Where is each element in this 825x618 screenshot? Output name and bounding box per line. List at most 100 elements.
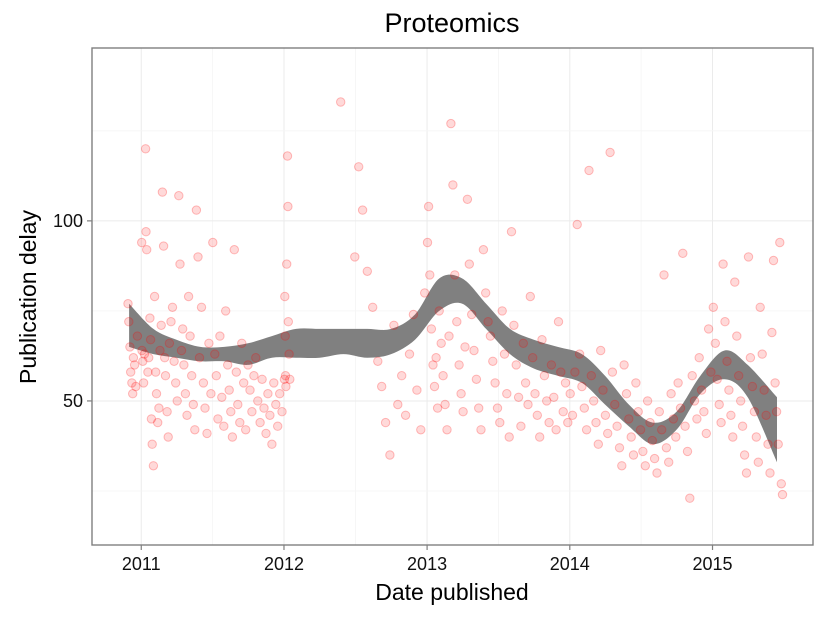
- data-point: [736, 396, 746, 406]
- data-point: [193, 252, 203, 262]
- data-point: [131, 381, 141, 392]
- data-point: [423, 201, 434, 212]
- data-point: [471, 374, 482, 384]
- data-point: [661, 443, 672, 453]
- data-point: [151, 367, 161, 377]
- data-point: [596, 345, 606, 356]
- data-point: [771, 407, 782, 417]
- data-point: [607, 367, 618, 377]
- data-point: [280, 291, 290, 302]
- data-point: [504, 432, 514, 442]
- data-point: [570, 367, 580, 377]
- data-point: [420, 288, 430, 298]
- data-point: [497, 306, 507, 316]
- data-point: [377, 381, 387, 392]
- data-point: [724, 385, 734, 395]
- x-axis-title: Date published: [375, 579, 528, 605]
- data-point: [699, 407, 709, 417]
- data-point: [600, 410, 611, 420]
- data-point: [511, 360, 521, 370]
- data-point: [132, 331, 143, 341]
- data-point: [283, 317, 293, 327]
- data-point: [380, 417, 391, 428]
- data-point: [213, 414, 223, 424]
- data-point: [551, 425, 561, 435]
- data-point: [761, 410, 771, 420]
- data-point: [492, 403, 503, 413]
- data-point: [714, 399, 724, 410]
- data-point: [257, 374, 267, 384]
- data-point: [460, 342, 470, 352]
- data-point: [169, 356, 179, 366]
- data-point: [219, 421, 229, 431]
- data-point: [689, 396, 700, 406]
- data-point: [485, 331, 496, 341]
- data-point: [703, 324, 714, 334]
- x-tick-label: 2013: [407, 554, 447, 574]
- data-point: [546, 360, 557, 370]
- data-point: [167, 302, 178, 312]
- data-point: [183, 291, 194, 302]
- y-axis-title: Publication delay: [15, 210, 41, 384]
- data-point: [373, 356, 383, 366]
- data-point: [208, 237, 218, 248]
- data-point: [710, 338, 720, 348]
- data-point: [565, 389, 575, 399]
- axis-ticks: [87, 220, 714, 550]
- data-point: [172, 396, 182, 406]
- data-point: [619, 360, 629, 370]
- data-point: [509, 320, 519, 330]
- data-point: [128, 389, 138, 399]
- data-point: [429, 381, 440, 392]
- data-point: [516, 421, 526, 431]
- data-point: [659, 270, 669, 280]
- data-point: [610, 399, 620, 410]
- data-point: [211, 371, 222, 381]
- data-point: [354, 162, 364, 172]
- data-point: [675, 403, 686, 413]
- data-point: [128, 353, 139, 363]
- data-point: [255, 417, 265, 428]
- data-point: [221, 306, 231, 316]
- data-point: [149, 291, 160, 302]
- data-point: [593, 439, 603, 449]
- data-point: [125, 342, 135, 352]
- data-point: [393, 399, 403, 410]
- data-point: [734, 371, 744, 381]
- data-point: [217, 392, 227, 402]
- data-point: [283, 201, 293, 212]
- data-point: [737, 421, 748, 431]
- data-point: [490, 378, 500, 388]
- data-point: [544, 417, 554, 428]
- chart-title: Proteomics: [384, 8, 519, 38]
- x-tick-label: 2012: [264, 554, 304, 574]
- data-point: [495, 417, 505, 428]
- data-point: [285, 374, 295, 384]
- data-point: [506, 227, 517, 237]
- data-point: [765, 468, 775, 478]
- data-point: [751, 432, 761, 442]
- data-point: [404, 349, 415, 359]
- data-point: [454, 360, 464, 370]
- data-point: [635, 425, 646, 435]
- data-point: [577, 381, 587, 392]
- data-point: [153, 417, 163, 428]
- data-point: [180, 389, 191, 399]
- data-point: [412, 385, 422, 395]
- data-point: [123, 299, 133, 309]
- data-point: [732, 331, 742, 341]
- data-point: [708, 302, 718, 312]
- data-point: [140, 144, 151, 154]
- data-points: [123, 97, 788, 503]
- data-point: [434, 306, 444, 316]
- data-point: [678, 248, 688, 259]
- data-point: [227, 432, 238, 442]
- data-point: [223, 360, 233, 370]
- data-point: [520, 378, 531, 388]
- data-point: [612, 421, 622, 431]
- data-point: [160, 353, 170, 363]
- x-tick-label: 2015: [692, 554, 732, 574]
- data-point: [513, 392, 524, 402]
- data-point: [682, 446, 693, 457]
- data-point: [187, 371, 197, 381]
